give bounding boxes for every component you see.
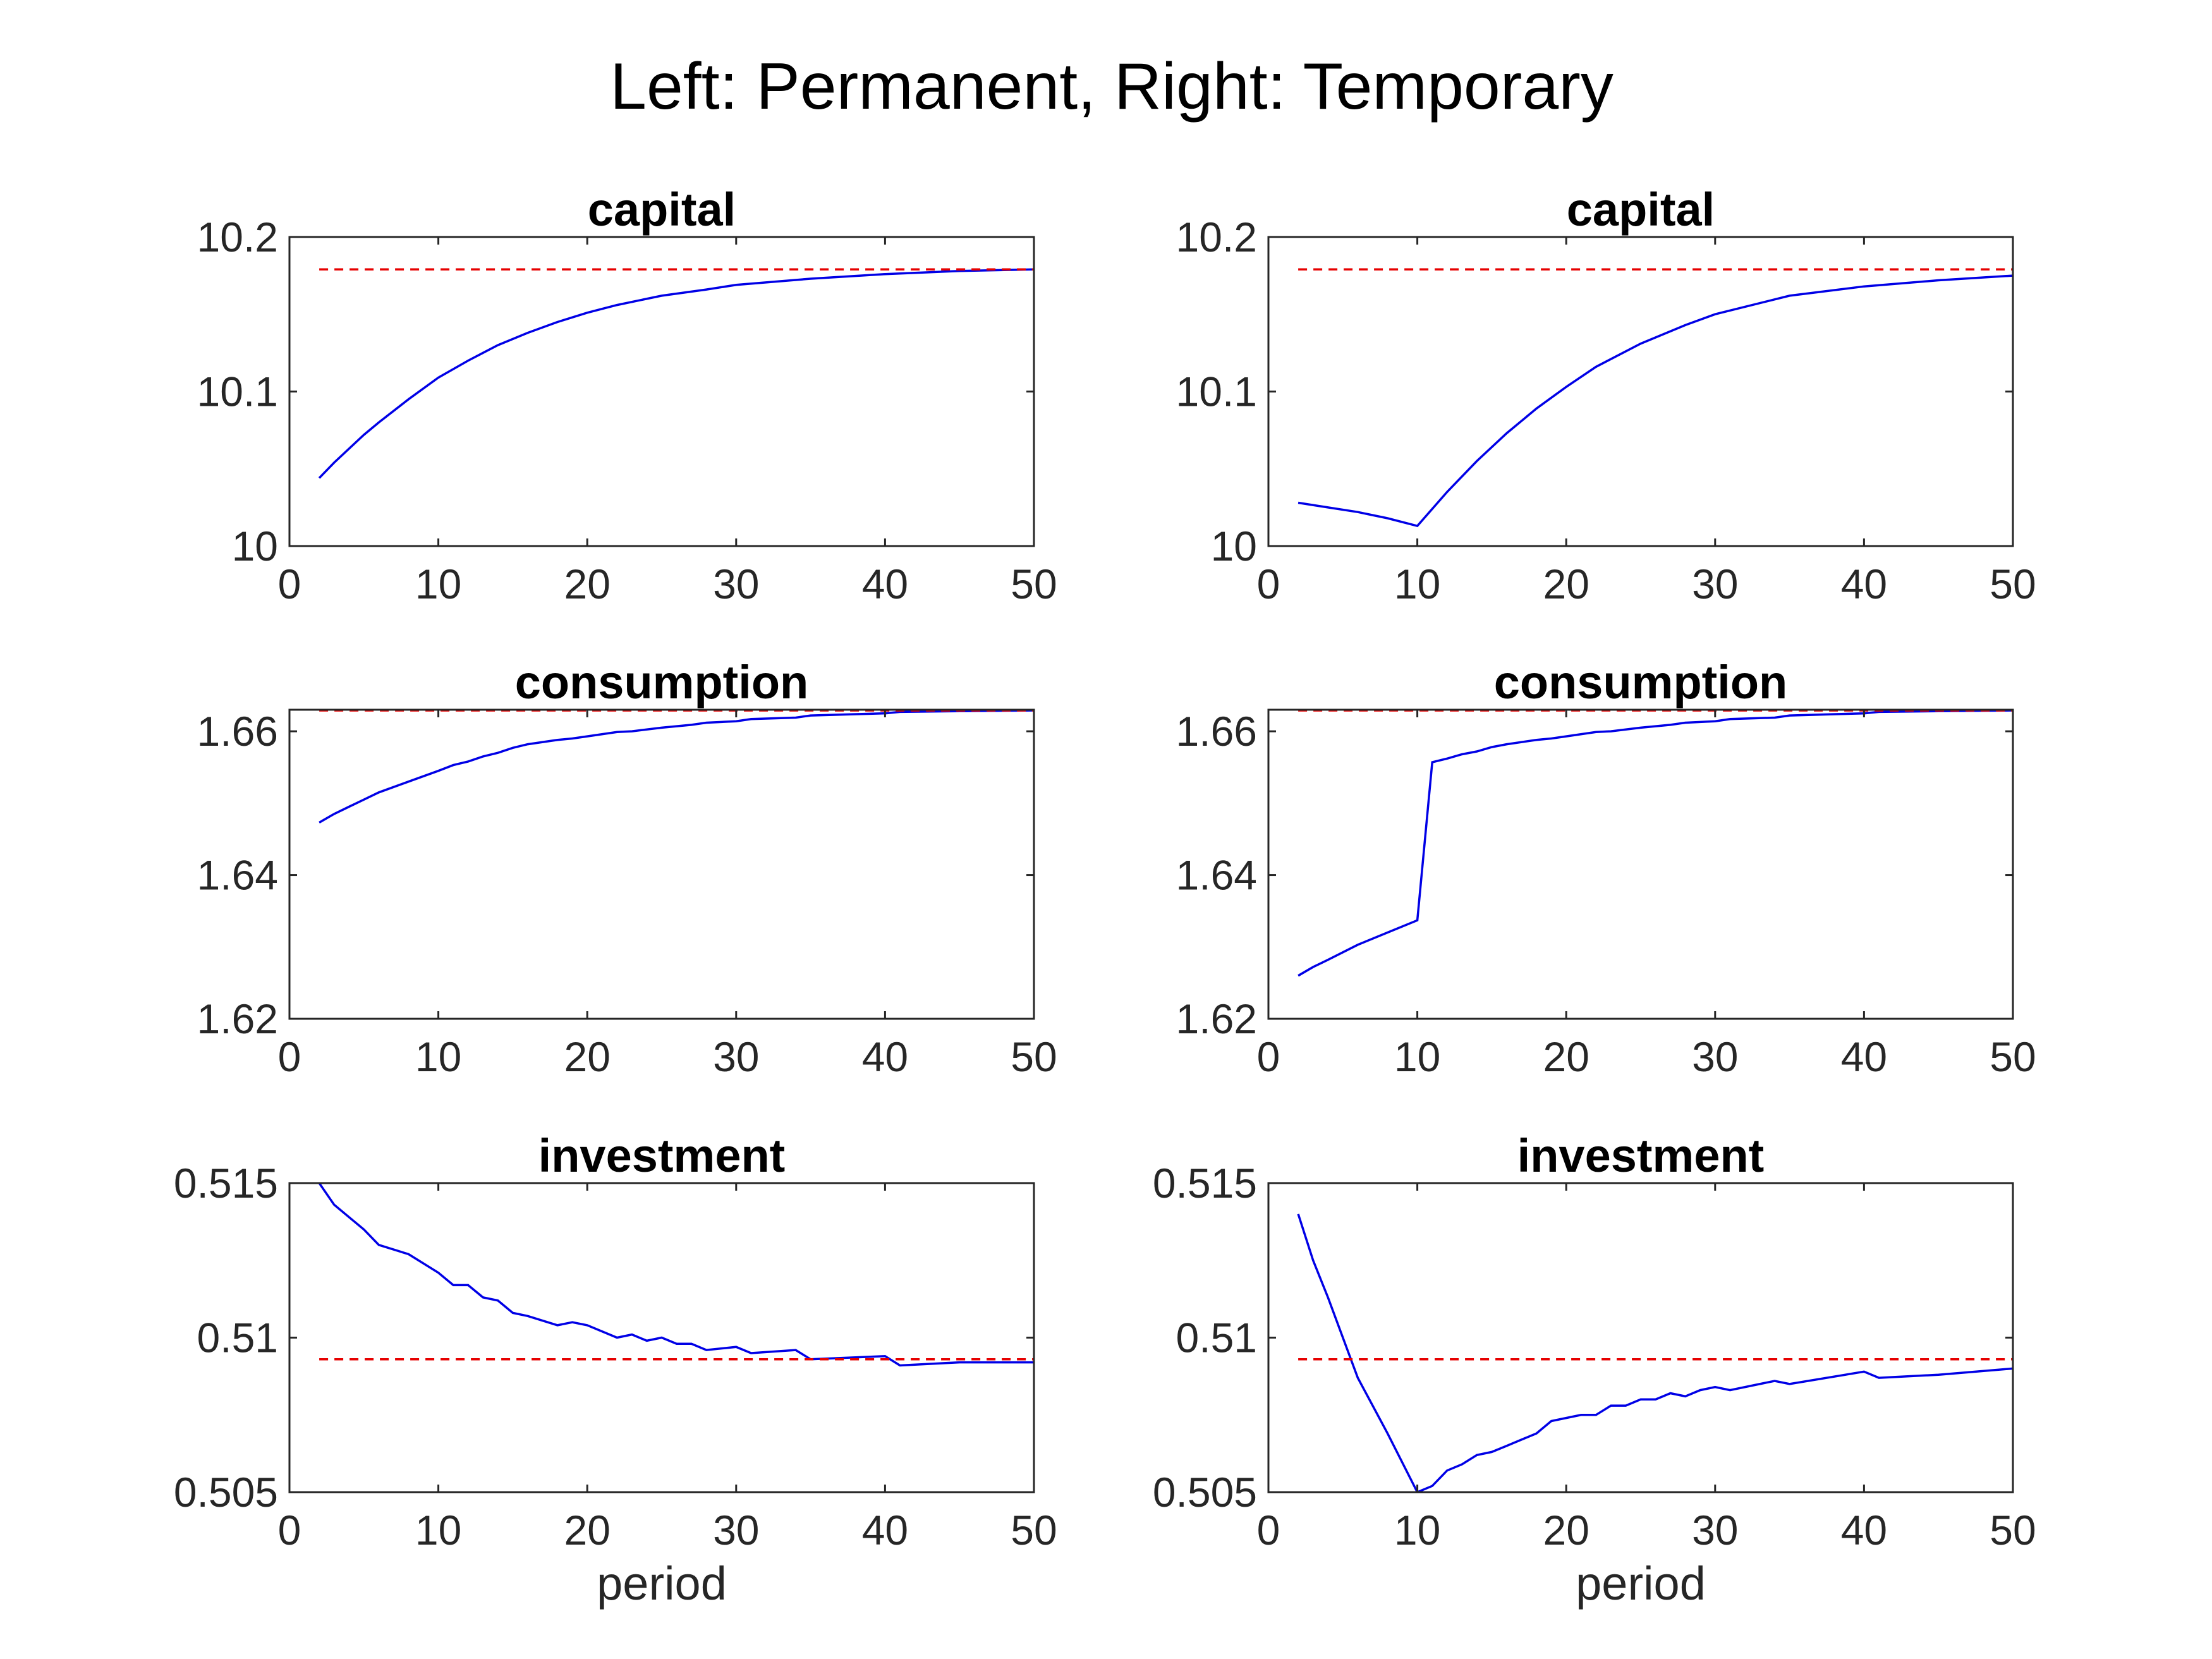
x-tick-label: 50 [1011, 1033, 1057, 1080]
subplot-title: consumption [1494, 656, 1788, 708]
x-tick-label: 40 [862, 1507, 908, 1553]
axes-box [288, 708, 1035, 1020]
x-tick-label: 0 [278, 1033, 301, 1080]
subplot-investment: 0 10 20 30 40 50 0.505 0.51 0.515 investment perio… [174, 1129, 1057, 1610]
y-tick-label: 0.515 [174, 1160, 278, 1206]
y-tick-label: 10.1 [197, 368, 278, 415]
x-tick-label: 30 [1692, 1507, 1738, 1553]
axes-box [1267, 708, 2014, 1020]
x-tick-label: 0 [278, 561, 301, 607]
y-tick-label: 0.505 [1153, 1469, 1257, 1516]
x-tick-label: 20 [1543, 561, 1589, 607]
x-tick-label: 20 [1543, 1033, 1589, 1080]
x-tick-label: 40 [862, 561, 908, 607]
y-tick-label: 0.51 [197, 1315, 278, 1361]
x-tick-label: 10 [415, 561, 461, 607]
path-line [1297, 1213, 2013, 1492]
x-tick-label: 20 [564, 1033, 610, 1080]
plot-area [289, 710, 1034, 1019]
y-tick-label: 1.64 [197, 852, 278, 899]
x-tick-label: 10 [415, 1507, 461, 1553]
plot-area [289, 237, 1034, 546]
y-tick-label: 1.64 [1176, 852, 1257, 899]
y-tick-label: 10.2 [1176, 214, 1257, 260]
subplot-consumption: 0 10 20 30 40 50 1.62 1.64 1.66 consumption [1176, 656, 2036, 1080]
x-tick-label: 50 [1011, 1507, 1057, 1553]
subplot-title: capital [1567, 183, 1715, 236]
subplot-consumption: 0 10 20 30 40 50 1.62 1.64 1.66 consumption [197, 656, 1057, 1080]
path-line [318, 1183, 1034, 1367]
x-tick-label: 30 [713, 561, 759, 607]
x-tick-label: 10 [1394, 1033, 1440, 1080]
x-tick-label: 30 [713, 1507, 759, 1553]
x-tick-label: 30 [1692, 1033, 1738, 1080]
x-tick-label: 20 [564, 1507, 610, 1553]
x-tick-label: 50 [1990, 1507, 2036, 1553]
path-line [1297, 710, 2013, 977]
y-tick-label: 0.51 [1176, 1315, 1257, 1361]
x-tick-label: 30 [1692, 561, 1738, 607]
y-tick-label: 10 [232, 523, 278, 569]
x-tick-label: 20 [564, 561, 610, 607]
x-axis-label: period [597, 1557, 727, 1610]
path-line [1297, 274, 2013, 528]
x-tick-label: 40 [1841, 561, 1887, 607]
plot-area [1268, 710, 2013, 1019]
x-axis-label: period [1576, 1557, 1706, 1610]
y-tick-label: 10.1 [1176, 368, 1257, 415]
y-tick-label: 1.62 [197, 995, 278, 1042]
subplot-investment: 0 10 20 30 40 50 0.505 0.51 0.515 investment perio… [1153, 1129, 2036, 1610]
x-tick-label: 50 [1990, 1033, 2036, 1080]
subplot-title: capital [588, 183, 736, 236]
x-tick-label: 0 [1257, 561, 1280, 607]
x-tick-label: 30 [713, 1033, 759, 1080]
x-tick-label: 50 [1990, 561, 2036, 607]
x-tick-label: 10 [1394, 561, 1440, 607]
plot-area [1268, 237, 2013, 546]
x-tick-label: 20 [1543, 1507, 1589, 1553]
x-tick-label: 10 [415, 1033, 461, 1080]
path-line [318, 268, 1034, 479]
figure-title: Left: Permanent, Right: Temporary [610, 50, 1613, 123]
y-tick-label: 1.66 [197, 708, 278, 755]
x-tick-label: 40 [862, 1033, 908, 1080]
y-tick-label: 10.2 [197, 214, 278, 260]
y-tick-label: 10 [1211, 523, 1257, 569]
x-tick-label: 0 [278, 1507, 301, 1553]
x-tick-label: 40 [1841, 1507, 1887, 1553]
x-tick-label: 0 [1257, 1033, 1280, 1080]
y-tick-label: 0.515 [1153, 1160, 1257, 1206]
subplot-title: investment [1517, 1129, 1765, 1182]
y-tick-label: 0.505 [174, 1469, 278, 1516]
subplot-title: consumption [515, 656, 809, 708]
plot-area [1268, 1183, 2013, 1492]
subplot-title: investment [538, 1129, 786, 1182]
x-tick-label: 0 [1257, 1507, 1280, 1553]
x-tick-label: 10 [1394, 1507, 1440, 1553]
y-tick-label: 1.66 [1176, 708, 1257, 755]
x-tick-label: 40 [1841, 1033, 1887, 1080]
x-tick-label: 50 [1011, 561, 1057, 607]
y-tick-label: 1.62 [1176, 995, 1257, 1042]
path-line [319, 710, 1034, 824]
